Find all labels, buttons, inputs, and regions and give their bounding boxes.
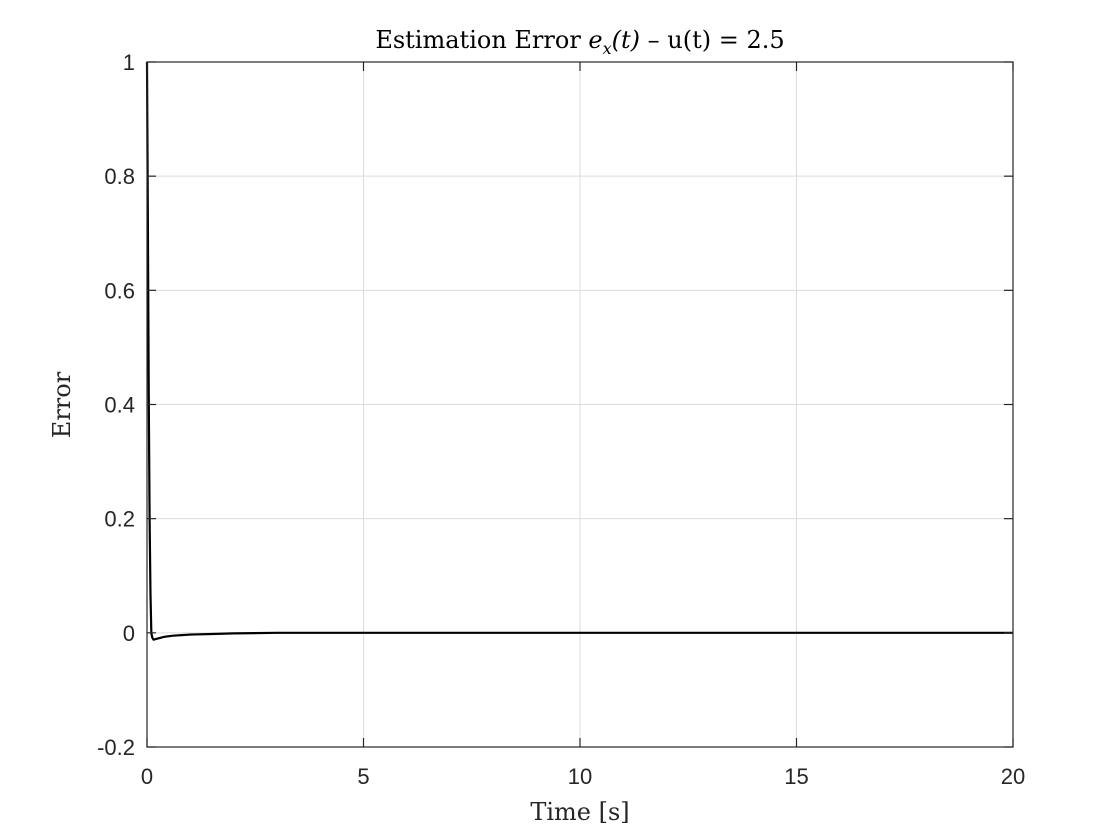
- x-axis: 0 5 10 15 20: [141, 62, 1025, 789]
- x-tick-label: 0: [141, 764, 153, 789]
- title-prefix: Estimation Error: [375, 26, 588, 54]
- y-tick-label: 0.4: [104, 393, 135, 418]
- y-axis-label: Error: [48, 371, 76, 438]
- x-tick-label: 20: [1001, 764, 1025, 789]
- y-axis: -0.2 0 0.2 0.4 0.6 0.8 1: [97, 50, 1013, 760]
- title-argument: (t): [612, 26, 640, 54]
- series-group: [145, 61, 1013, 641]
- x-tick-label: 10: [568, 764, 592, 789]
- title-subscript: x: [603, 39, 612, 58]
- y-tick-label: 0.8: [104, 164, 135, 189]
- y-tick-label: 0: [123, 621, 135, 646]
- title-variable: e: [588, 26, 602, 54]
- x-axis-label: Time [s]: [530, 798, 629, 826]
- y-tick-label: 0.2: [104, 507, 135, 532]
- y-tick-label: 1: [123, 50, 135, 75]
- series-line-0: [145, 61, 1013, 641]
- y-tick-label: -0.2: [97, 735, 135, 760]
- x-tick-label: 15: [784, 764, 808, 789]
- chart-title: Estimation Error ex(t) – u(t) = 2.5: [375, 26, 784, 58]
- y-tick-label: 0.6: [104, 278, 135, 303]
- title-suffix: – u(t) = 2.5: [640, 26, 785, 54]
- x-tick-label: 5: [357, 764, 369, 789]
